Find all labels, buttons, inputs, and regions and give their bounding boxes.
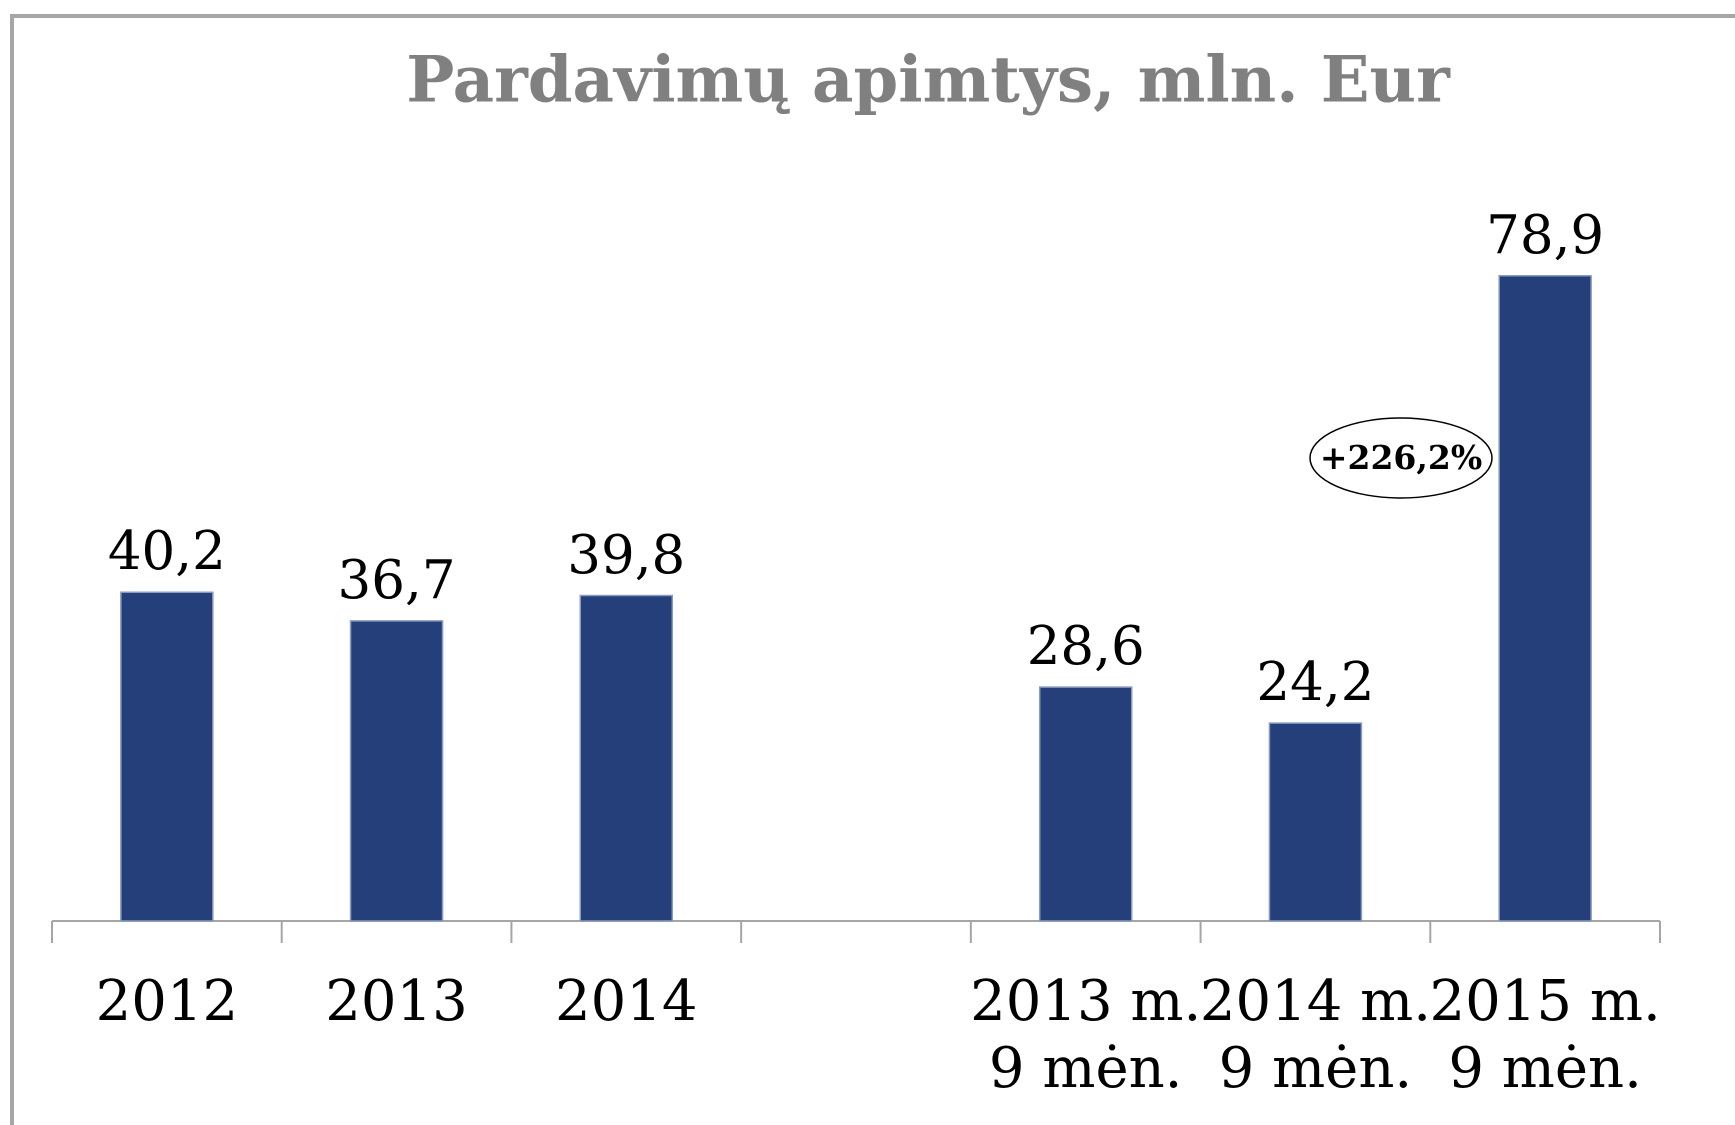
data-label: 40,2 (107, 521, 226, 583)
annotation: +226,2% (1320, 438, 1482, 477)
data-label: 28,6 (1026, 616, 1145, 678)
data-label: 24,2 (1256, 652, 1375, 714)
x-tick-label: 2012 (95, 969, 239, 1034)
bar (579, 594, 674, 922)
data-label: 36,7 (337, 549, 456, 611)
x-tick-label: 2013 (325, 969, 468, 1034)
bar (1268, 722, 1363, 922)
chart-frame (10, 14, 1735, 1125)
chart-title: Pardavimų apimtys, mln. Eur (406, 43, 1451, 118)
data-label: 78,9 (1486, 204, 1605, 266)
x-tick-label: 2013 m. 9 mėn. (970, 969, 1202, 1102)
bar (349, 620, 444, 922)
x-tick-label: 2015 m. 9 mėn. (1429, 969, 1661, 1102)
bar (120, 591, 214, 922)
annotation-ellipse (1309, 417, 1493, 499)
data-label: 39,8 (567, 524, 686, 586)
bar (1498, 275, 1592, 922)
bar (1038, 686, 1133, 922)
x-tick-label: 2014 (555, 969, 698, 1034)
x-tick-label: 2014 m. 9 mėn. (1199, 969, 1432, 1102)
